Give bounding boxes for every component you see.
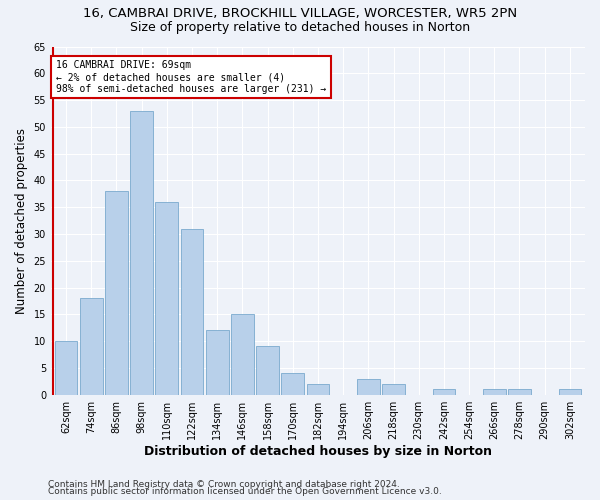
Bar [559, 390, 581, 394]
Bar [206, 330, 229, 394]
Y-axis label: Number of detached properties: Number of detached properties [15, 128, 28, 314]
Bar [231, 314, 254, 394]
Text: Contains HM Land Registry data © Crown copyright and database right 2024.: Contains HM Land Registry data © Crown c… [48, 480, 400, 489]
Bar [508, 390, 531, 394]
Bar [483, 390, 506, 394]
Bar [307, 384, 329, 394]
Bar [80, 298, 103, 394]
Bar [382, 384, 405, 394]
Text: Size of property relative to detached houses in Norton: Size of property relative to detached ho… [130, 21, 470, 34]
Text: 16, CAMBRAI DRIVE, BROCKHILL VILLAGE, WORCESTER, WR5 2PN: 16, CAMBRAI DRIVE, BROCKHILL VILLAGE, WO… [83, 8, 517, 20]
Bar [130, 111, 153, 395]
Bar [357, 378, 380, 394]
Bar [433, 390, 455, 394]
Text: Contains public sector information licensed under the Open Government Licence v3: Contains public sector information licen… [48, 488, 442, 496]
Bar [181, 228, 203, 394]
Bar [55, 341, 77, 394]
Bar [155, 202, 178, 394]
Bar [256, 346, 279, 395]
Bar [281, 374, 304, 394]
X-axis label: Distribution of detached houses by size in Norton: Distribution of detached houses by size … [144, 444, 492, 458]
Bar [105, 191, 128, 394]
Text: 16 CAMBRAI DRIVE: 69sqm
← 2% of detached houses are smaller (4)
98% of semi-deta: 16 CAMBRAI DRIVE: 69sqm ← 2% of detached… [56, 60, 326, 94]
